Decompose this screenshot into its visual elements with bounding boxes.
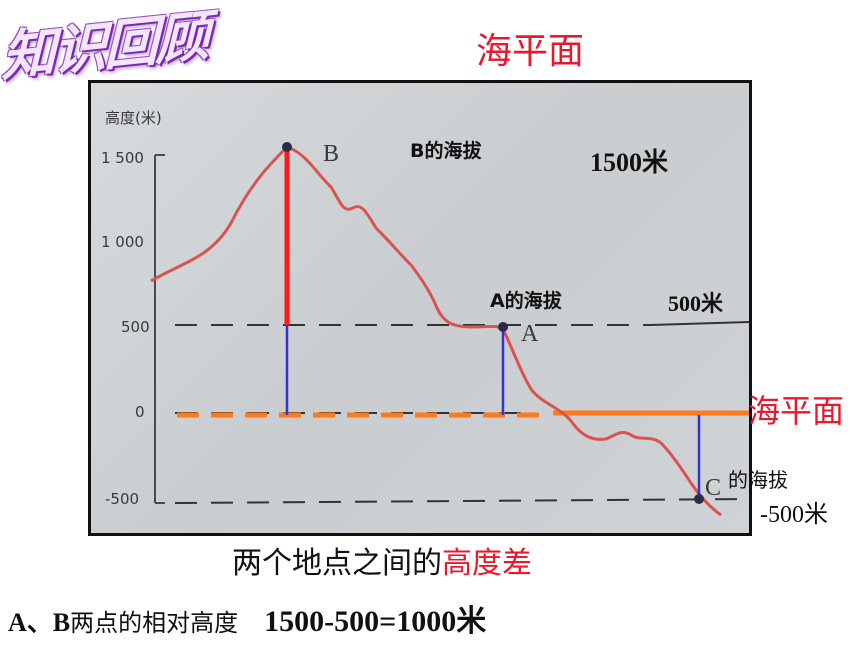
point-c: [694, 494, 704, 504]
point-b: [282, 142, 292, 152]
caption-highlight: 高度差: [442, 546, 532, 581]
caption-prefix: 两个地点之间的: [232, 546, 442, 581]
y-tick-500: 500: [121, 318, 150, 336]
altitude-profile-diagram: 高度(米) 1 500 1 000 500 0 -500 B: [101, 109, 749, 517]
solid-line-500: [650, 321, 749, 326]
y-tick-0: 0: [135, 403, 145, 421]
y-axis-label: 高度(米): [105, 109, 162, 127]
y-tick-1500: 1 500: [101, 149, 144, 167]
sea-level-title: 海平面: [476, 31, 585, 72]
y-axis: [154, 154, 165, 504]
diagram-photo: 高度(米) 1 500 1 000 500 0 -500 B: [88, 80, 752, 536]
logo-title: 知识回顾: [1, 4, 207, 89]
point-b-label: B: [323, 141, 339, 167]
relative-height-label: 两点的相对高度: [70, 609, 239, 637]
b-altitude-value: 1500米: [590, 148, 669, 177]
a-altitude-label: A的海拔: [490, 290, 562, 312]
caption: 两个地点之间的高度差: [232, 538, 532, 582]
dashed-line-minus-500: [174, 498, 749, 504]
terrain-profile-line: [150, 145, 722, 517]
point-a: [498, 322, 508, 332]
y-tick-minus-500: -500: [105, 490, 139, 508]
relative-height-formula: 1500-500=1000米: [264, 605, 487, 638]
y-tick-1000: 1 000: [101, 233, 144, 251]
point-c-label: C: [705, 475, 721, 501]
point-a-label: A: [521, 321, 539, 347]
b-altitude-label: B的海拔: [410, 140, 482, 162]
a-altitude-value: 500米: [668, 291, 724, 316]
relative-height-points: A、B: [8, 608, 71, 637]
sea-level-right-label: 海平面: [748, 392, 845, 430]
c-altitude-label: 的海拔: [728, 468, 788, 492]
relative-height-line: A、B两点的相对高度 1500-500=1000米: [8, 596, 486, 640]
c-altitude-value: -500米: [760, 502, 828, 528]
